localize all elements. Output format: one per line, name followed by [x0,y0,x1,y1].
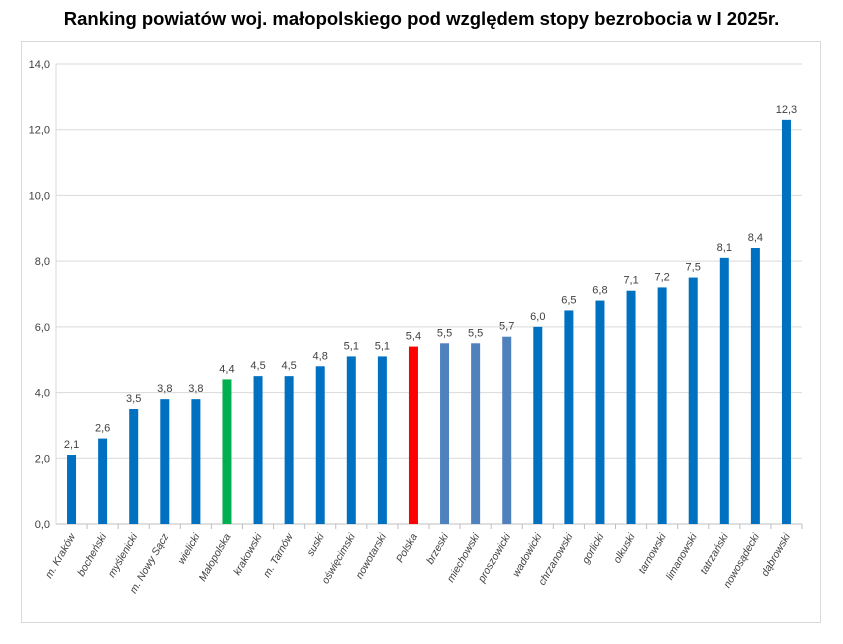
bar [191,399,201,524]
bar [626,290,636,524]
bar [471,343,481,524]
y-tick-label: 8,0 [35,256,50,268]
bar [129,409,139,524]
data-label: 4,5 [281,360,296,372]
data-label: 5,5 [437,327,452,339]
bar [315,366,325,524]
bar [408,346,418,524]
y-tick-label: 2,0 [35,453,50,465]
bar [595,300,605,524]
category-label: Małopolska [197,531,234,583]
data-label: 3,8 [157,383,172,395]
y-tick-label: 10,0 [29,190,50,202]
data-label: 12,3 [776,104,797,116]
category-label: tatrzański [698,531,731,576]
bar-chart: 0,0 2,0 4,0 6,0 8,0 10,0 12,0 14,0 2,1 2,6 3,5 3,8… [29,59,803,596]
data-label: 2,6 [95,423,110,435]
data-label: 5,4 [406,331,421,343]
bar [284,376,294,524]
bar [346,356,356,524]
y-tick-label: 14,0 [29,59,50,71]
category-label: suski [304,531,327,558]
data-label: 6,8 [592,285,607,297]
data-label: 6,0 [530,311,545,323]
gridlines [56,63,802,459]
data-label: 8,1 [717,242,732,254]
chart-title: Ranking powiatów woj. małopolskiego pod … [63,8,780,29]
bar [160,399,170,524]
data-labels: 2,1 2,6 3,5 3,8 3,8 4,4 4,5 4,5 4,8 5,1 5,1 5,4 5,5 5… [64,104,797,451]
category-label: myślenicki [106,531,141,580]
data-label: 5,5 [468,327,483,339]
category-label: wielicki [175,531,202,566]
bar [253,376,263,524]
category-label: tarnowski [636,531,669,576]
category-label: m. Kraków [43,530,79,580]
data-label: 7,1 [623,275,638,287]
bar [377,356,387,524]
bar [688,277,698,524]
data-label: 8,4 [748,232,763,244]
category-label: nowotarski [353,531,389,581]
category-label: Polska [394,531,420,564]
data-label: 4,4 [219,363,234,375]
y-tick-label: 4,0 [35,388,50,400]
data-label: 5,1 [375,340,390,352]
data-label: 4,5 [250,360,265,372]
category-label: limanowski [664,531,700,582]
bar [502,336,512,524]
y-tick-label: 6,0 [35,322,50,334]
data-label: 2,1 [64,439,79,451]
category-label: gorlicki [580,531,607,566]
data-label: 3,5 [126,393,141,405]
data-label: 4,8 [313,350,328,362]
data-label: 3,8 [188,383,203,395]
bar [533,326,543,524]
axes: 0,0 2,0 4,0 6,0 8,0 10,0 12,0 14,0 [29,59,803,531]
bar [222,379,232,524]
category-label: brzeski [424,531,451,566]
data-label: 5,1 [344,340,359,352]
bar [657,287,667,524]
bar [67,455,77,524]
category-label: wadowicki [510,531,545,579]
category-label: dąbrowski [759,531,793,579]
bar [98,438,108,524]
bar [750,248,760,524]
category-label: olkuski [611,531,638,565]
bars [67,119,791,524]
data-label: 7,5 [686,262,701,274]
y-tick-label: 12,0 [29,125,50,137]
bar [564,310,574,524]
bar [781,119,791,524]
category-label: m. Tarnów [261,530,296,579]
category-label: krakowski [231,531,265,577]
data-label: 7,2 [654,271,669,283]
data-label: 5,7 [499,321,514,333]
bar [719,257,729,524]
y-tick-label: 0,0 [35,519,50,531]
category-label: bocheński [75,531,109,579]
data-label: 6,5 [561,294,576,306]
chart-frame: 0,0 2,0 4,0 6,0 8,0 10,0 12,0 14,0 2,1 2,6 3,5 3,8… [21,41,821,623]
bar [440,343,450,524]
